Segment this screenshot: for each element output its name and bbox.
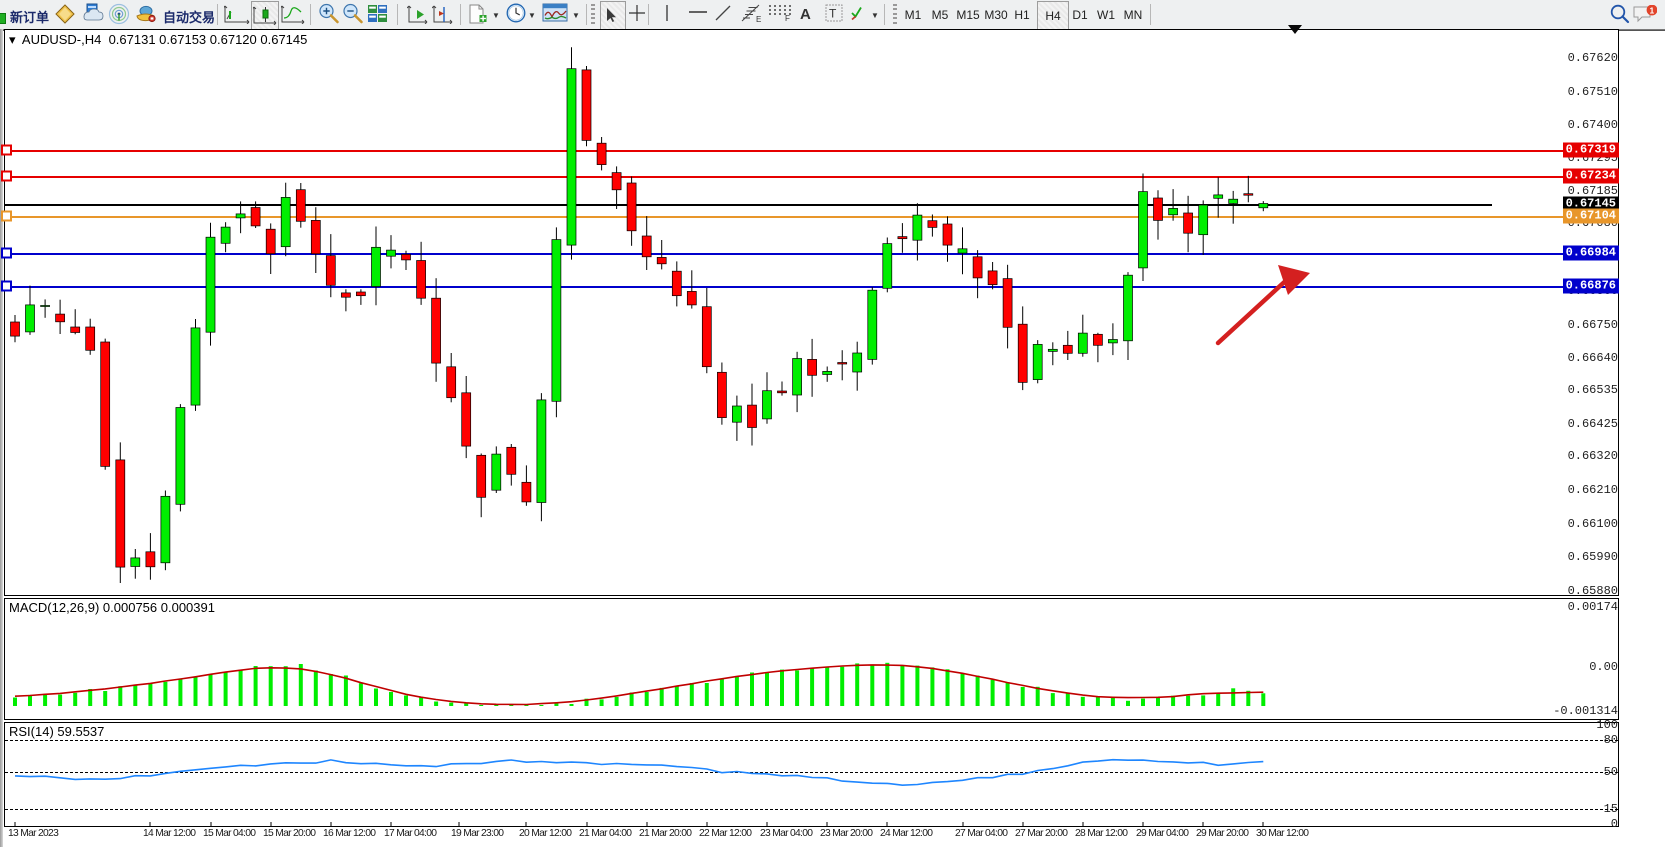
svg-text:1: 1 [1650,6,1655,16]
svg-text:E: E [756,15,761,23]
svg-text:T: T [829,7,837,21]
svg-text:F: F [785,14,790,22]
